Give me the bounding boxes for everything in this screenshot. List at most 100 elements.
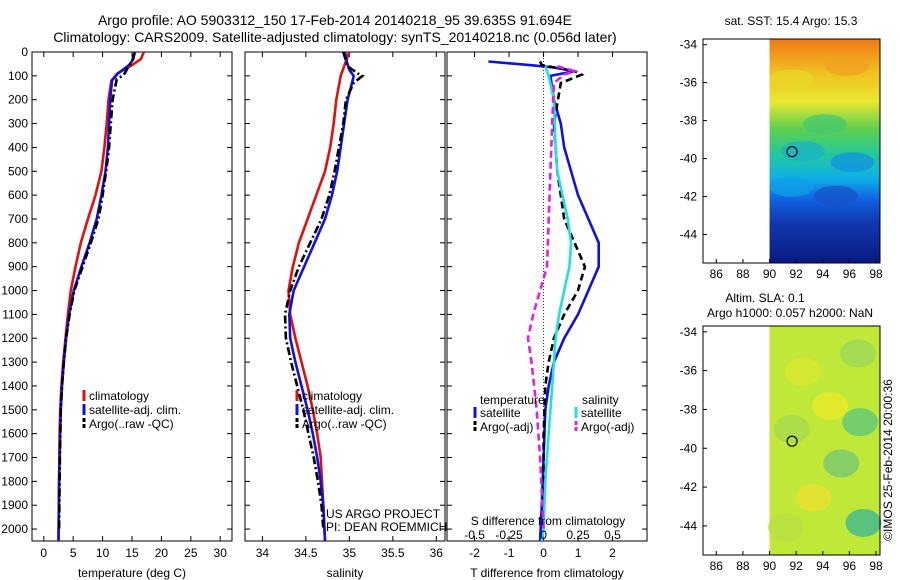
y-tick-label: 1300	[1, 355, 28, 369]
x-axis-label: temperature (deg C)	[78, 566, 186, 580]
salinity-panel: 34 34.5 35 35.5 36 salinity climatologysatelli…	[244, 51, 447, 580]
lon-tick-label: 96	[843, 267, 857, 281]
y-tick-label: 900	[8, 260, 28, 274]
sla-map-panel: 86 88 90 92 94 96 98 -34 -36 -38 -40 -42 -44 Altim. S…	[680, 291, 883, 573]
sst-patch	[824, 55, 869, 76]
map-border	[702, 325, 881, 556]
difference-panel: -2 -1 0 1 2 T difference from climatology temp…	[446, 51, 648, 580]
series-line	[283, 52, 365, 530]
x-tick-label: -1	[504, 546, 515, 560]
x-tick-label: 35.5	[381, 546, 405, 560]
y-tick-label: 1900	[1, 498, 28, 512]
x-axis-label: salinity	[327, 566, 364, 580]
legend-label: climatology	[89, 389, 149, 403]
x-axis-label: T difference from climatology	[470, 566, 624, 580]
legend-label: satellite-adj. clim.	[89, 403, 181, 417]
series-group	[488, 60, 601, 541]
lat-tick-label: -44	[680, 519, 698, 533]
lat-tick-label: -34	[680, 38, 698, 52]
s-tick-label: -0.25	[495, 528, 523, 542]
y-tick-label: 200	[8, 93, 28, 107]
lat-tick-label: -34	[680, 325, 698, 339]
y-tick-label: 800	[8, 236, 28, 250]
x-tick-label: 36	[430, 546, 444, 560]
lat-tick-label: -36	[680, 364, 698, 378]
lon-tick-label: 98	[869, 267, 883, 281]
plot-frame	[244, 51, 446, 542]
sla-patch	[784, 357, 821, 386]
lon-tick-label: 94	[816, 267, 830, 281]
legend-title-temperature: temperature	[480, 393, 545, 407]
y-tick-label: 1700	[1, 451, 28, 465]
temperature-panel: 0 5 10 15 20 25 300100200300400500600700800900…	[1, 45, 233, 580]
s-tick-label: 0.25	[566, 528, 590, 542]
y-tick-label: 1400	[1, 379, 28, 393]
legend-label: satellite-adj. clim.	[302, 403, 394, 417]
x-tick-label: 30	[214, 546, 228, 560]
lon-tick-label: 88	[736, 559, 750, 573]
legend-title-salinity: salinity	[582, 393, 619, 407]
x-tick-label: 0	[540, 546, 547, 560]
s-tick-label: -0.5	[464, 528, 485, 542]
lon-tick-label: 88	[736, 267, 750, 281]
series-line	[287, 52, 351, 541]
y-tick-label: 1500	[1, 403, 28, 417]
imos-timestamp-label: ©IMOS 25-Feb-2014 20:00:36	[881, 379, 895, 541]
y-tick-label: 700	[8, 212, 28, 226]
legend-label: Argo(..raw -QC)	[89, 417, 174, 431]
figure-title-line2: Climatology: CARS2009. Satellite-adjuste…	[53, 29, 616, 45]
y-tick-label: 1200	[1, 331, 28, 345]
sla-patch	[845, 508, 882, 537]
lat-tick-label: -36	[680, 76, 698, 90]
argo-position-marker	[786, 146, 798, 158]
x-tick-label: 5	[70, 546, 77, 560]
lon-tick-label: 92	[789, 267, 803, 281]
legend-label: satellite	[581, 406, 622, 420]
plot-frame	[31, 51, 233, 542]
x-tick-label: 35	[343, 546, 357, 560]
x-tick-label: 20	[155, 546, 169, 560]
x-tick-label: 25	[184, 546, 198, 560]
sst-patch	[769, 176, 814, 197]
sla-patch	[768, 513, 805, 542]
legend-label: climatology	[302, 389, 362, 403]
y-tick-label: 100	[8, 69, 28, 83]
lon-tick-label: 86	[710, 267, 724, 281]
x-tick-label: 15	[125, 546, 139, 560]
x-tick-label: 10	[96, 546, 110, 560]
sst-title: sat. SST: 15.4 Argo: 15.3	[725, 14, 858, 28]
series-line	[57, 52, 136, 530]
lat-tick-label: -38	[680, 402, 698, 416]
legend-label: Argo(-adj)	[581, 420, 634, 434]
sst-patch	[802, 114, 847, 135]
lon-tick-label: 86	[710, 559, 724, 573]
sla-patch	[795, 483, 832, 512]
lat-tick-label: -42	[680, 480, 698, 494]
legend-label: satellite	[480, 406, 521, 420]
x-tick-label: 34.5	[294, 546, 318, 560]
y-tick-label: 1800	[1, 474, 28, 488]
x-tick-label: 34	[256, 546, 270, 560]
y-tick-label: 1000	[1, 284, 28, 298]
series-line	[526, 65, 579, 530]
s-tick-label: 0.5	[604, 528, 621, 542]
lat-tick-label: -42	[680, 190, 698, 204]
series-line	[538, 60, 587, 530]
lon-tick-label: 90	[763, 267, 777, 281]
sla-patch	[839, 339, 876, 368]
y-tick-label: 300	[8, 117, 28, 131]
y-tick-label: 400	[8, 140, 28, 154]
sst-patch	[830, 152, 875, 173]
series-group	[283, 52, 365, 541]
sla-patch	[773, 415, 810, 444]
series-line	[488, 60, 601, 541]
series-line	[540, 65, 573, 541]
x-tick-label: 0	[40, 546, 47, 560]
sla-title-line2: Argo h1000: 0.057 h2000: NaN	[707, 306, 873, 320]
sla-patch	[812, 392, 849, 421]
sst-patch	[813, 185, 858, 206]
legend-label: Argo(..raw -QC)	[302, 417, 387, 431]
y-tick-label: 1600	[1, 427, 28, 441]
legend-label: Argo(-adj)	[480, 420, 533, 434]
